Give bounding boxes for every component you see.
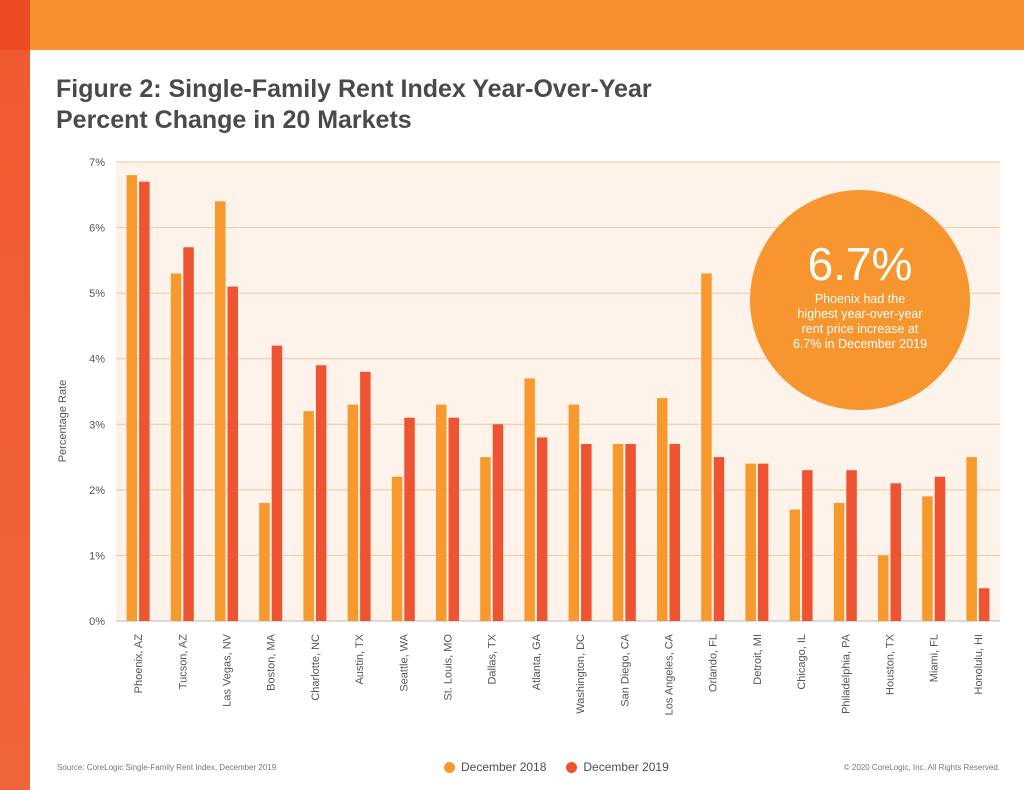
- bar-dec-2018: [789, 509, 801, 621]
- bar-dec-2019: [890, 483, 901, 621]
- bar-dec-2018: [524, 378, 535, 621]
- x-tick-label: Honolulu, HI: [973, 634, 985, 695]
- bar-dec-2019: [669, 443, 680, 621]
- x-tick-label: Austin, TX: [354, 633, 366, 684]
- x-tick-label: Philadelphia, PA: [840, 633, 852, 714]
- bar-dec-2018: [878, 555, 889, 621]
- legend-item-dec-2018: December 2018: [444, 760, 546, 774]
- x-tick-label: Chicago, IL: [796, 634, 808, 690]
- bar-dec-2018: [701, 273, 712, 621]
- y-axis-label: Percentage Rate: [57, 380, 69, 463]
- x-tick-label: Washington, DC: [575, 634, 587, 714]
- bar-dec-2018: [259, 502, 270, 621]
- legend-label: December 2018: [461, 760, 547, 774]
- x-tick-label: Detroit, MI: [752, 634, 764, 685]
- x-tick-label: Seattle, WA: [398, 633, 410, 691]
- callout-text-line: Phoenix had the: [815, 292, 905, 306]
- bar-dec-2018: [126, 175, 138, 621]
- bar-dec-2018: [657, 398, 668, 621]
- x-tick-label: Las Vegas, NV: [222, 633, 234, 706]
- x-tick-label: Atlanta, GA: [531, 633, 543, 690]
- bar-dec-2019: [315, 365, 327, 621]
- bar-dec-2018: [612, 443, 624, 621]
- bar-dec-2019: [227, 286, 238, 621]
- y-tick-label: 6%: [89, 223, 105, 235]
- bar-dec-2018: [347, 404, 359, 621]
- x-tick-label: Los Angeles, CA: [664, 633, 676, 715]
- bar-dec-2019: [183, 247, 194, 621]
- x-tick-label: St. Louis, MO: [443, 634, 455, 701]
- x-tick-label: Tucson, AZ: [177, 634, 189, 690]
- callout-text-line: rent price increase at: [802, 322, 919, 336]
- callout-value: 6.7%: [808, 238, 913, 290]
- bar-dec-2019: [492, 424, 504, 621]
- bar-dec-2018: [303, 411, 314, 621]
- bar-dec-2019: [404, 417, 415, 621]
- bar-dec-2018: [966, 457, 977, 621]
- bar-dec-2018: [745, 463, 756, 621]
- bar-dec-2018: [568, 404, 580, 621]
- bar-dec-2018: [833, 502, 845, 621]
- x-tick-label: Miami, FL: [929, 634, 941, 682]
- bar-dec-2019: [934, 476, 946, 621]
- bar-dec-2019: [581, 443, 592, 621]
- bar-dec-2019: [846, 470, 857, 621]
- bar-dec-2019: [536, 437, 548, 621]
- legend-item-dec-2019: December 2019: [566, 760, 669, 774]
- bar-dec-2018: [922, 496, 933, 621]
- bar-dec-2018: [391, 476, 403, 621]
- y-tick-label: 5%: [89, 288, 105, 300]
- bar-dec-2018: [215, 201, 226, 622]
- x-tick-label: Dallas, TX: [487, 633, 499, 684]
- bar-dec-2019: [360, 371, 371, 621]
- bar-dec-2019: [757, 463, 769, 621]
- legend-dot-icon: [566, 761, 578, 773]
- copyright-note: © 2020 CoreLogic, Inc. All Rights Reserv…: [843, 763, 1000, 772]
- y-tick-label: 4%: [89, 354, 105, 366]
- legend-dot-icon: [444, 761, 455, 773]
- bar-dec-2019: [978, 588, 990, 621]
- x-tick-label: Boston, MA: [266, 633, 278, 691]
- y-tick-label: 2%: [89, 485, 105, 497]
- bar-dec-2019: [271, 345, 283, 621]
- y-tick-label: 0%: [89, 616, 105, 628]
- x-tick-label: Houston, TX: [885, 633, 897, 695]
- bar-dec-2019: [802, 470, 813, 621]
- callout-text-line: 6.7% in December 2019: [793, 337, 927, 351]
- y-tick-label: 7%: [89, 157, 105, 169]
- bar-dec-2019: [625, 443, 636, 621]
- x-tick-label: San Diego, CA: [619, 633, 631, 706]
- x-tick-label: Phoenix, AZ: [133, 634, 145, 694]
- source-note: Source: CoreLogic Single-Family Rent Ind…: [57, 763, 277, 772]
- callout-text-line: highest year-over-year: [797, 307, 922, 321]
- legend-label: December 2019: [583, 760, 669, 774]
- title-line-2: Percent Change in 20 Markets: [56, 106, 412, 134]
- bar-dec-2018: [170, 273, 182, 621]
- bar-dec-2019: [139, 181, 150, 621]
- chart-legend: December 2018 December 2019: [444, 760, 689, 774]
- chart-title: Figure 2: Single-Family Rent Index Year-…: [56, 74, 756, 136]
- x-tick-label: Orlando, FL: [708, 634, 720, 692]
- bar-dec-2019: [713, 457, 725, 621]
- title-line-1: Figure 2: Single-Family Rent Index Year-…: [56, 75, 652, 103]
- y-tick-label: 1%: [89, 550, 105, 562]
- top-banner: [0, 0, 1024, 50]
- bar-dec-2018: [480, 457, 491, 621]
- bar-dec-2019: [448, 417, 459, 621]
- callout-circle: [750, 190, 970, 410]
- bar-dec-2018: [436, 404, 447, 621]
- y-tick-label: 3%: [89, 419, 105, 431]
- side-banner: [0, 50, 30, 790]
- x-tick-label: Charlotte, NC: [310, 634, 322, 701]
